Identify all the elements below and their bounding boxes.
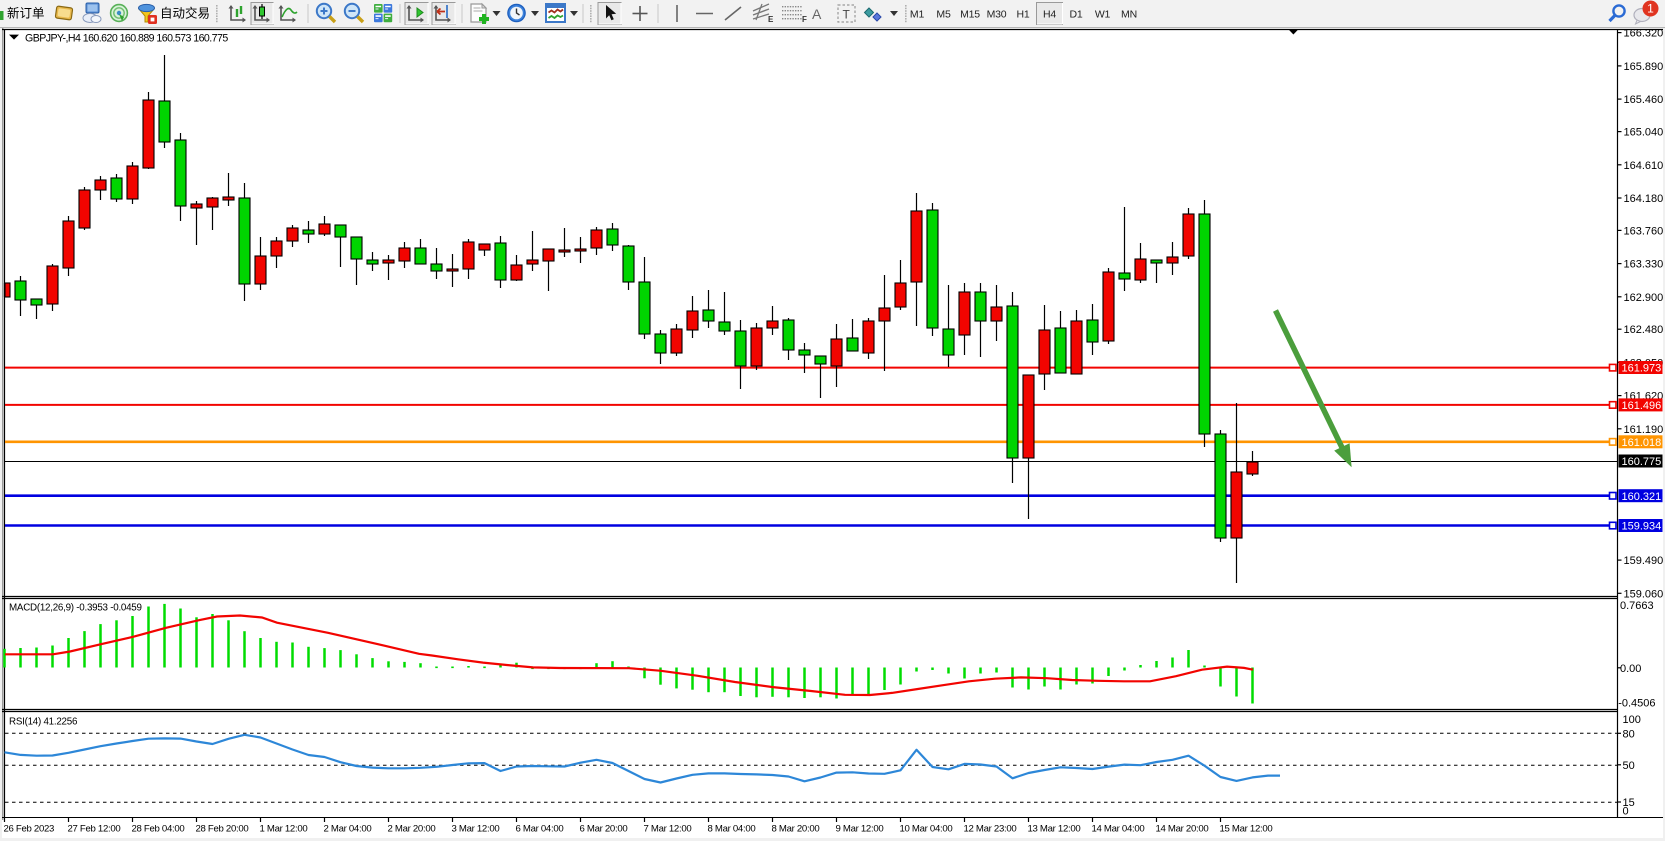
svg-text:M30: M30: [987, 9, 1007, 21]
svg-text:7 Mar 12:00: 7 Mar 12:00: [644, 824, 692, 835]
svg-text:1 Mar 12:00: 1 Mar 12:00: [260, 824, 308, 835]
svg-text:164.180: 164.180: [1624, 193, 1664, 205]
svg-text:159.490: 159.490: [1624, 555, 1664, 567]
svg-text:E: E: [768, 15, 774, 24]
svg-text:28 Feb 04:00: 28 Feb 04:00: [132, 824, 185, 835]
svg-text:164.610: 164.610: [1624, 160, 1664, 172]
svg-text:14 Mar 04:00: 14 Mar 04:00: [1092, 824, 1145, 835]
svg-text:165.040: 165.040: [1624, 127, 1664, 139]
svg-text:160.321: 160.321: [1622, 491, 1662, 503]
svg-text:自动交易: 自动交易: [160, 6, 210, 21]
svg-text:15 Mar 12:00: 15 Mar 12:00: [1220, 824, 1273, 835]
svg-text:T: T: [843, 8, 851, 22]
svg-text:8 Mar 20:00: 8 Mar 20:00: [772, 824, 820, 835]
svg-text:163.330: 163.330: [1624, 259, 1664, 271]
svg-text:M5: M5: [936, 9, 951, 21]
svg-text:159.934: 159.934: [1622, 521, 1662, 533]
svg-text:GBPJPY-,H4 160.620 160.889 16: GBPJPY-,H4 160.620 160.889 160.573 160.7…: [25, 32, 228, 44]
svg-text:50: 50: [1623, 760, 1635, 772]
svg-text:161.496: 161.496: [1622, 400, 1662, 412]
svg-text:27 Feb 12:00: 27 Feb 12:00: [68, 824, 121, 835]
svg-text:10 Mar 04:00: 10 Mar 04:00: [900, 824, 953, 835]
svg-text:-0.4506: -0.4506: [1618, 697, 1655, 709]
svg-text:D1: D1: [1069, 9, 1082, 21]
svg-text:0: 0: [1623, 806, 1629, 818]
svg-text:6 Mar 20:00: 6 Mar 20:00: [580, 824, 628, 835]
svg-text:160.775: 160.775: [1622, 456, 1662, 468]
svg-text:162.480: 162.480: [1624, 324, 1664, 336]
svg-text:28 Feb 20:00: 28 Feb 20:00: [196, 824, 249, 835]
svg-text:M1: M1: [910, 9, 925, 21]
svg-text:W1: W1: [1095, 9, 1111, 21]
svg-text:新订单: 新订单: [7, 6, 45, 21]
svg-text:MN: MN: [1121, 9, 1137, 21]
svg-text:162.900: 162.900: [1624, 292, 1664, 304]
svg-text:14 Mar 20:00: 14 Mar 20:00: [1156, 824, 1209, 835]
svg-text:0.00: 0.00: [1620, 663, 1641, 675]
svg-text:6 Mar 04:00: 6 Mar 04:00: [516, 824, 564, 835]
svg-text:166.320: 166.320: [1624, 28, 1664, 40]
svg-text:1: 1: [1647, 2, 1654, 16]
svg-text:165.460: 165.460: [1624, 94, 1664, 106]
svg-text:2 Mar 04:00: 2 Mar 04:00: [324, 824, 372, 835]
svg-text:161.973: 161.973: [1622, 363, 1662, 375]
svg-text:8 Mar 04:00: 8 Mar 04:00: [708, 824, 756, 835]
svg-text:RSI(14) 41.2256: RSI(14) 41.2256: [9, 717, 78, 728]
svg-text:15: 15: [1623, 797, 1635, 809]
svg-text:159.060: 159.060: [1624, 588, 1664, 600]
svg-text:165.890: 165.890: [1624, 61, 1664, 73]
svg-text:161.190: 161.190: [1624, 424, 1664, 436]
svg-text:A: A: [812, 6, 822, 22]
svg-text:F: F: [802, 15, 807, 24]
svg-text:H4: H4: [1043, 9, 1056, 21]
svg-text:26 Feb 2023: 26 Feb 2023: [4, 824, 55, 835]
svg-text:MACD(12,26,9) -0.3953 -0.0459: MACD(12,26,9) -0.3953 -0.0459: [9, 603, 142, 614]
svg-text:H1: H1: [1016, 9, 1029, 21]
svg-text:3 Mar 12:00: 3 Mar 12:00: [452, 824, 500, 835]
svg-text:2 Mar 20:00: 2 Mar 20:00: [388, 824, 436, 835]
svg-text:13 Mar 12:00: 13 Mar 12:00: [1028, 824, 1081, 835]
svg-text:161.018: 161.018: [1622, 437, 1662, 449]
svg-text:9 Mar 12:00: 9 Mar 12:00: [836, 824, 884, 835]
svg-text:0.7663: 0.7663: [1620, 600, 1654, 612]
svg-text:80: 80: [1623, 728, 1635, 740]
svg-text:100: 100: [1623, 714, 1641, 726]
svg-text:M15: M15: [960, 9, 980, 21]
svg-text:163.760: 163.760: [1624, 225, 1664, 237]
svg-text:12 Mar 23:00: 12 Mar 23:00: [964, 824, 1017, 835]
